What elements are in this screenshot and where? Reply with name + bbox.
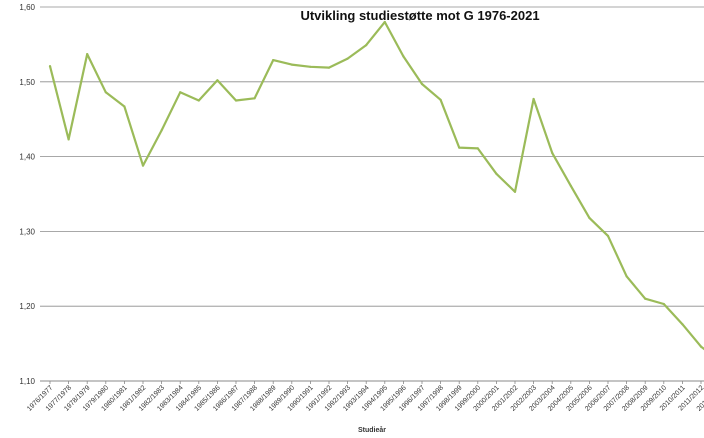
data-point	[253, 97, 256, 100]
data-point	[476, 147, 479, 150]
data-point	[606, 234, 610, 237]
data-point	[569, 184, 572, 187]
x-axis: 1976/19771977/19781978/19791979/19801980…	[26, 380, 704, 413]
data-point	[644, 297, 647, 300]
data-point	[141, 164, 145, 167]
data-point	[346, 57, 349, 60]
data-point	[699, 345, 703, 348]
y-tick-label: 1,40	[19, 153, 35, 162]
data-point	[48, 65, 52, 68]
data-point	[272, 59, 275, 62]
data-point	[662, 302, 665, 306]
data-point	[309, 65, 312, 68]
data-point	[588, 216, 591, 219]
data-point	[532, 97, 535, 101]
data-point	[625, 275, 628, 278]
data-point	[681, 323, 684, 326]
data-point	[216, 79, 219, 82]
data-point	[495, 172, 498, 175]
y-axis: 1,10 1,20 1,30 1,40 1,50 1,60	[19, 3, 35, 386]
data-point	[86, 53, 89, 56]
data-point	[551, 151, 554, 154]
data-point	[402, 55, 405, 58]
y-tick-label: 1,60	[19, 3, 35, 12]
chart-title: Utvikling studiestøtte mot G 1976-2021	[300, 8, 539, 23]
data-point	[420, 82, 424, 86]
data-point	[67, 138, 70, 141]
data-point	[327, 66, 331, 69]
data-point	[290, 63, 293, 66]
data-point	[365, 44, 368, 47]
data-point	[123, 105, 126, 108]
data-point	[160, 129, 163, 132]
y-tick-label: 1,30	[19, 227, 35, 236]
data-point	[383, 20, 386, 24]
data-point	[458, 146, 461, 149]
y-tick-label: 1,50	[19, 78, 35, 87]
data-point	[234, 99, 238, 102]
data-point	[179, 91, 182, 94]
y-tick-label: 1,20	[19, 302, 35, 311]
y-tick-label: 1,10	[19, 377, 35, 386]
data-series	[48, 20, 704, 377]
x-axis-label: Studieår	[358, 426, 386, 434]
data-point	[104, 91, 107, 94]
data-point	[439, 98, 442, 101]
data-point	[513, 190, 517, 193]
series-line	[48, 20, 704, 377]
gridlines	[40, 6, 704, 307]
data-point	[197, 99, 200, 102]
